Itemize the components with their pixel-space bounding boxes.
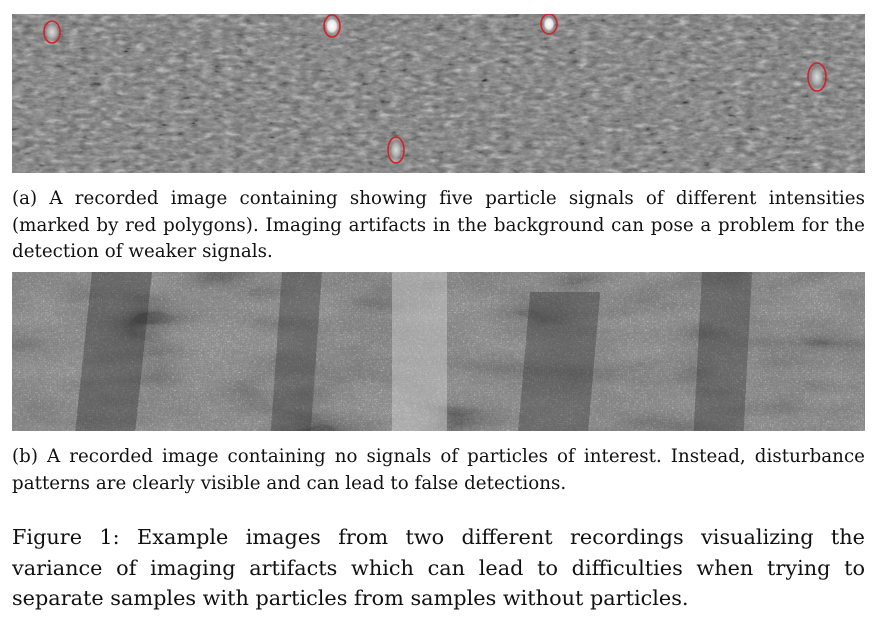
panel-b-caption: (b) A recorded image containing no signa…: [12, 446, 865, 494]
red-polygon-marker: [323, 14, 341, 38]
red-polygon-marker: [43, 20, 61, 44]
panel-a-recorded-image: [12, 14, 865, 173]
particle-signal: [540, 14, 558, 35]
particle-signal: [323, 14, 341, 38]
particle-signal: [387, 136, 405, 164]
red-polygon-marker: [387, 136, 405, 164]
figure-caption: Figure 1: Example images from two differ…: [12, 525, 865, 610]
panel-b-recorded-image: [12, 272, 865, 431]
red-polygon-marker: [540, 14, 558, 35]
particle-signals: [43, 14, 827, 164]
red-polygon-marker: [807, 62, 827, 92]
particle-signal: [807, 62, 827, 92]
panel-a-image: [12, 14, 865, 173]
disturbance-patterns: [75, 272, 752, 431]
particle-signal: [43, 20, 61, 44]
panel-b-image: [12, 272, 865, 431]
panel-a-caption: (a) A recorded image containing showing …: [12, 188, 865, 262]
